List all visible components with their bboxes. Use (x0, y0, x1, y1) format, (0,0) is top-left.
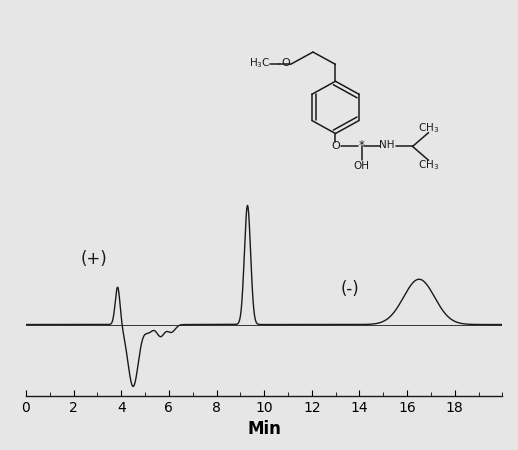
Text: NH: NH (379, 140, 395, 150)
X-axis label: Min: Min (247, 420, 281, 438)
Text: (-): (-) (340, 280, 359, 298)
Text: OH: OH (354, 162, 370, 171)
Text: CH$_3$: CH$_3$ (418, 158, 439, 172)
Text: O: O (281, 58, 290, 68)
Text: H$_3$C: H$_3$C (249, 56, 271, 70)
Text: CH$_3$: CH$_3$ (418, 121, 439, 135)
Text: O: O (331, 141, 340, 152)
Text: (+): (+) (81, 250, 107, 268)
Text: *: * (359, 139, 365, 152)
